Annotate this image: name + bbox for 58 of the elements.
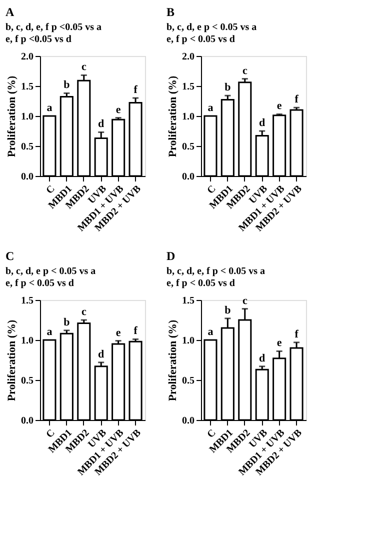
chart-title: C [6, 249, 14, 263]
y-tick-label: 1.0 [21, 112, 34, 122]
data-label: d [259, 352, 266, 364]
y-tick-label: 0.5 [182, 376, 194, 386]
data-label: c [242, 64, 248, 77]
data-label: f [134, 325, 138, 338]
text: e, f p < 0.05 vs d [166, 34, 236, 45]
data-label: c [81, 306, 86, 318]
data-label: d [98, 348, 104, 360]
text: e, f p < 0.05 vs d [6, 278, 74, 289]
y-tick-label: 2.0 [182, 52, 194, 62]
data-label: f [294, 94, 299, 106]
y-tick-label: 1.5 [21, 296, 34, 306]
text: b, c, d, e, f p <0.05 vs a [6, 22, 102, 33]
y-tick-label: 1.5 [21, 82, 34, 92]
data-label: a [208, 326, 214, 338]
data-label: e [276, 337, 282, 350]
y-axis-title: Proliferation (%) [167, 319, 179, 402]
y-tick-label: 0.0 [21, 416, 34, 426]
text: e, f p < 0.05 vs d [166, 278, 236, 289]
chart-title: B [166, 5, 175, 19]
data-label: e [116, 326, 121, 339]
chart-title: A [6, 5, 14, 19]
y-tick-label: 1.5 [182, 296, 194, 306]
data-label: b [64, 79, 70, 92]
text: e, f p <0.05 vs d [6, 34, 72, 45]
text: b, c, d, e p < 0.05 vs a [6, 266, 96, 277]
data-label: d [259, 117, 266, 129]
data-label: e [276, 100, 282, 112]
y-tick-label: 0.0 [182, 416, 194, 426]
y-axis-title: Proliferation (%) [167, 75, 179, 158]
y-tick-label: 0.5 [21, 142, 34, 152]
data-label: c [242, 294, 248, 307]
data-label: b [224, 304, 231, 316]
text: b, c, d, e, f p < 0.05 vs a [166, 266, 265, 277]
y-tick-label: 0.0 [21, 172, 34, 182]
y-tick-label: 1.0 [182, 112, 194, 122]
y-tick-label: 1.0 [182, 336, 194, 346]
data-label: a [46, 326, 53, 338]
data-label: b [224, 82, 231, 94]
data-label: f [134, 84, 138, 96]
y-tick-label: 0.0 [182, 172, 194, 182]
data-label: c [81, 61, 86, 74]
y-tick-label: 1.5 [182, 82, 194, 92]
y-tick-label: 1.0 [21, 336, 34, 346]
y-axis-title: Proliferation (%) [6, 75, 18, 158]
data-label: f [294, 328, 299, 340]
text: b, c, d, e p < 0.05 vs a [166, 22, 257, 33]
data-label: b [64, 316, 70, 328]
data-label: d [98, 118, 104, 130]
y-tick-label: 0.5 [182, 142, 194, 152]
y-tick-label: 2.0 [21, 52, 34, 62]
data-label: a [208, 102, 214, 114]
data-label: a [46, 102, 53, 114]
chart-title: D [166, 248, 176, 263]
y-axis-title: Proliferation (%) [6, 319, 18, 402]
data-label: e [116, 104, 121, 116]
y-tick-label: 0.5 [21, 376, 34, 386]
